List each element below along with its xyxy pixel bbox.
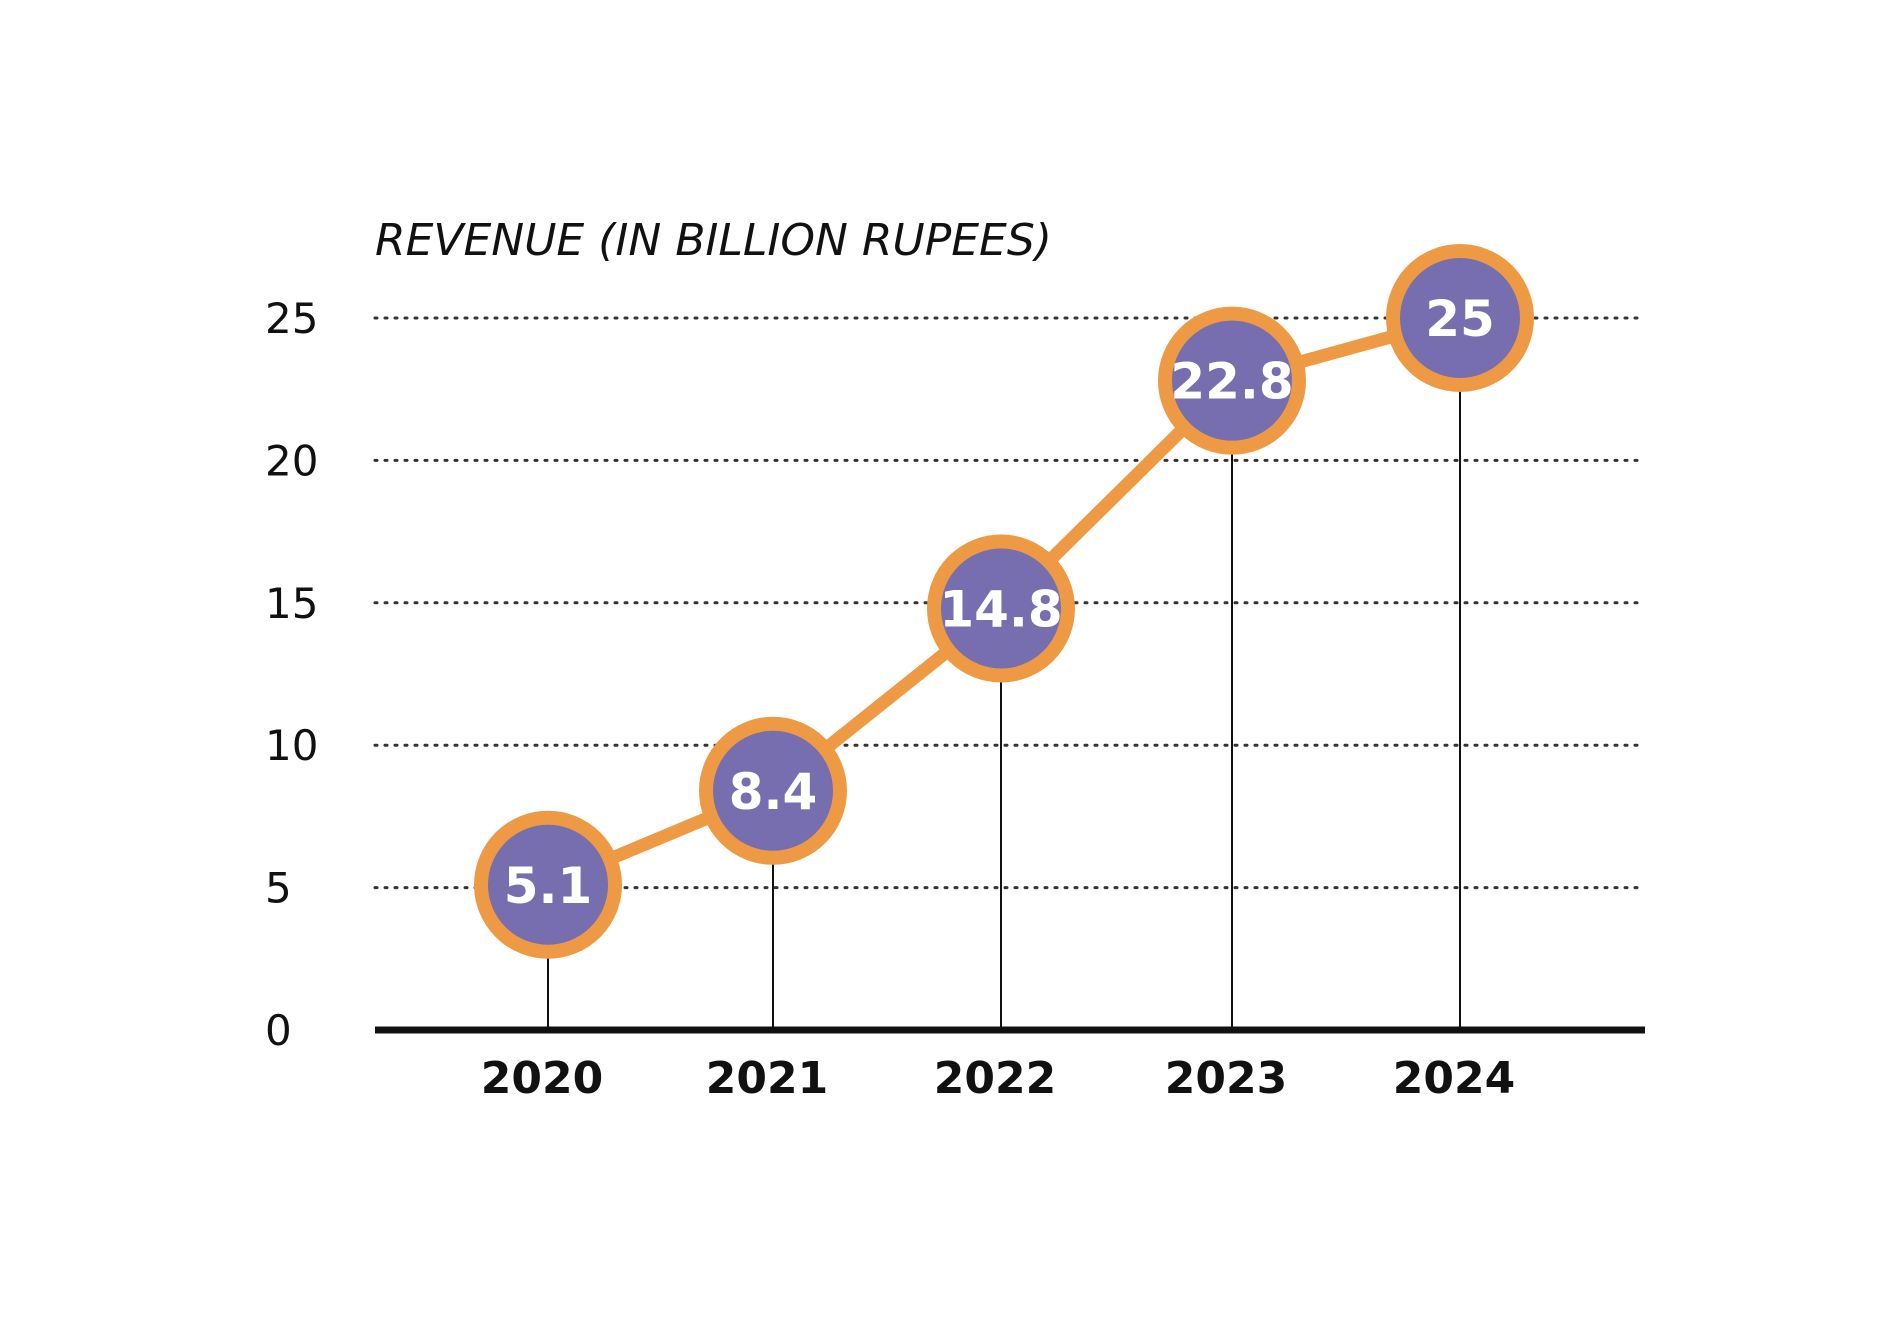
data-value-label: 22.8 xyxy=(1170,353,1293,411)
x-tick-label: 2020 xyxy=(481,1053,603,1104)
y-tick-label: 10 xyxy=(265,721,318,770)
data-value-label: 5.1 xyxy=(504,857,593,915)
y-tick-label: 5 xyxy=(265,864,292,913)
data-value-label: 8.4 xyxy=(729,763,818,821)
data-value-label: 14.8 xyxy=(939,580,1062,638)
y-tick-label: 20 xyxy=(265,436,318,485)
x-tick-label: 2021 xyxy=(706,1053,828,1104)
data-point-2021: 8.4 xyxy=(699,716,847,865)
y-tick-label: 25 xyxy=(265,294,318,343)
data-point-2020: 5.1 xyxy=(474,810,622,959)
data-marker xyxy=(1158,306,1306,455)
data-points: 5.1 8.4 14.8 22.8 25 xyxy=(474,244,1534,959)
data-value-label: 25 xyxy=(1425,290,1495,348)
data-marker xyxy=(1386,244,1534,392)
x-tick-label: 2022 xyxy=(934,1053,1056,1104)
y-tick-label: 0 xyxy=(265,1006,292,1055)
chart-title: REVENUE (IN BILLION RUPEES) xyxy=(375,215,1052,266)
data-marker xyxy=(699,716,847,865)
data-point-2022: 14.8 xyxy=(927,534,1075,683)
data-point-2023: 22.8 xyxy=(1158,306,1306,455)
x-tick-label: 2023 xyxy=(1165,1053,1287,1104)
x-tick-label: 2024 xyxy=(1393,1053,1515,1104)
data-marker xyxy=(474,810,622,959)
data-marker xyxy=(927,534,1075,683)
x-axis-ticks: 2020 2021 2022 2023 2024 xyxy=(481,1053,1515,1104)
y-tick-label: 15 xyxy=(265,579,318,628)
data-point-2024: 25 xyxy=(1386,244,1534,392)
y-axis-ticks: 0 5 10 15 20 25 xyxy=(265,294,318,1055)
